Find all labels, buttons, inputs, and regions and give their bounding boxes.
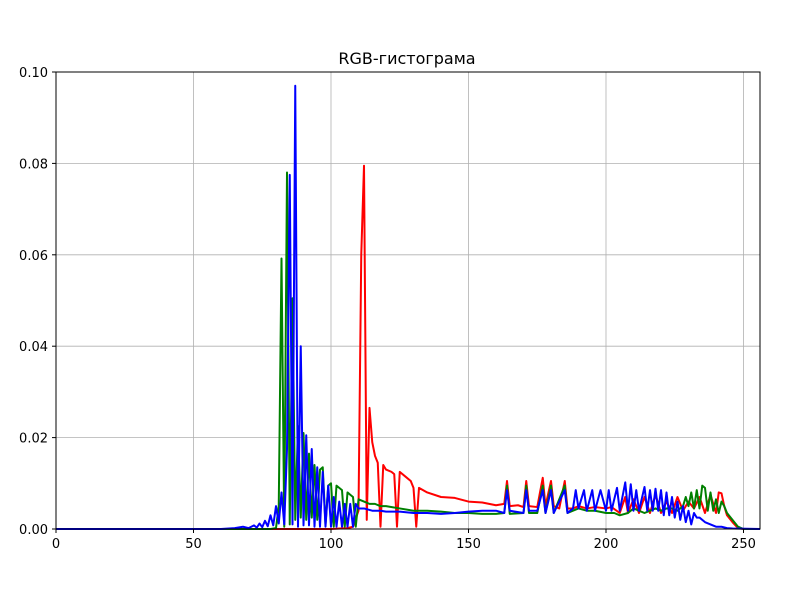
x-tick-label: 100 bbox=[319, 537, 344, 552]
x-axis: 0 50 100 150 200 250 bbox=[52, 529, 756, 552]
x-tick-label: 150 bbox=[456, 537, 481, 552]
x-tick-label: 50 bbox=[185, 537, 202, 552]
chart-title: RGB-гистограма bbox=[338, 49, 475, 68]
y-tick-label: 0.02 bbox=[19, 432, 48, 447]
series-line-2 bbox=[56, 84, 761, 530]
x-tick-label: 250 bbox=[731, 537, 756, 552]
y-tick-label: 0.00 bbox=[19, 523, 48, 538]
y-tick-label: 0.10 bbox=[19, 66, 48, 81]
series-line-1 bbox=[56, 171, 760, 530]
x-tick-label: 200 bbox=[594, 537, 619, 552]
plot-frame bbox=[55, 71, 761, 530]
y-tick-label: 0.06 bbox=[19, 249, 48, 264]
x-tick-label: 0 bbox=[52, 537, 60, 552]
y-axis: 0.00 0.02 0.04 0.06 0.08 0.10 bbox=[19, 66, 56, 538]
series-layer bbox=[56, 84, 761, 530]
y-tick-label: 0.04 bbox=[19, 340, 48, 355]
y-tick-label: 0.08 bbox=[19, 157, 48, 172]
